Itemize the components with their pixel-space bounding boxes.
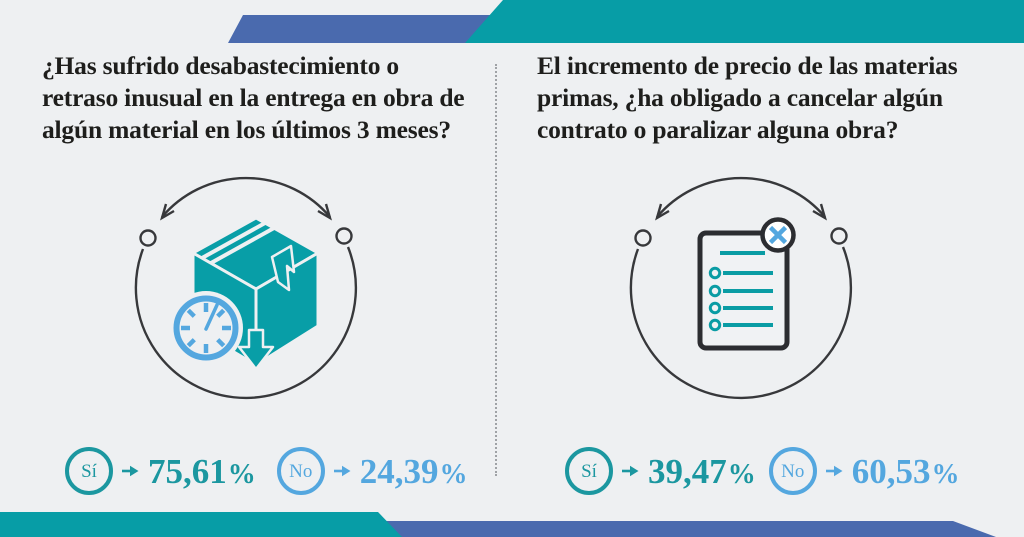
arrow-right-icon	[122, 465, 139, 477]
result-no: No 60,53%	[768, 447, 960, 495]
answer-label: Sí	[81, 460, 97, 482]
answer-label: Sí	[581, 460, 597, 482]
question-line: ¿Has sufrido desabastecimiento o	[42, 51, 399, 80]
package-delay-icon	[134, 176, 358, 400]
clock-hand	[204, 303, 219, 331]
top-bar-blue	[228, 15, 500, 43]
question-right: El incremento de precio de las materias …	[537, 50, 958, 146]
arrow-right-icon	[622, 465, 639, 477]
top-bar-teal	[465, 0, 1024, 43]
result-percentage: 24,39%	[360, 454, 468, 489]
result-no: No 24,39%	[276, 447, 468, 495]
answer-badge-yes: Sí	[565, 447, 613, 495]
percentage-value: 24,39	[359, 451, 439, 491]
answer-badge-no: No	[768, 447, 817, 495]
percentage-value: 60,53	[851, 451, 931, 491]
results-left: Sí 75,61% No 24,39%	[65, 447, 468, 495]
result-yes: Sí 75,61%	[65, 447, 256, 495]
result-percentage: 39,47%	[648, 454, 756, 489]
question-line: primas, ¿ha obligado a cancelar algún	[537, 83, 943, 112]
checklist-document-icon	[697, 230, 790, 351]
result-yes: Sí 39,47%	[565, 447, 756, 495]
cycle-arrows-icon	[629, 176, 853, 400]
clock-icon	[169, 291, 243, 365]
question-line: contrato o paralizar alguna obra?	[537, 115, 899, 144]
percentage-unit: %	[727, 458, 756, 490]
answer-label: No	[289, 460, 313, 482]
bottom-bar-blue	[368, 521, 996, 537]
bottom-accent-bars	[0, 512, 996, 537]
result-percentage: 60,53%	[852, 454, 960, 489]
bottom-bar-teal	[0, 512, 402, 537]
percentage-unit: %	[227, 458, 256, 490]
x-badge-icon	[760, 217, 796, 253]
question-left: ¿Has sufrido desabastecimiento o retraso…	[42, 50, 465, 146]
result-percentage: 75,61%	[148, 454, 256, 489]
percentage-unit: %	[439, 458, 468, 490]
percentage-value: 75,61	[148, 451, 227, 491]
down-arrow	[237, 328, 275, 371]
percentage-unit: %	[931, 458, 960, 490]
tape-fold	[270, 244, 296, 292]
cycle-arrows-icon	[134, 176, 358, 400]
answer-badge-no: No	[276, 447, 325, 495]
question-line: retraso inusual en la entrega en obra de	[42, 83, 465, 112]
results-right: Sí 39,47% No 60,53%	[565, 447, 960, 495]
arrow-right-icon	[333, 465, 351, 477]
question-line: algún material en los últimos 3 meses?	[42, 115, 451, 144]
cancelled-contract-icon	[629, 176, 853, 400]
top-accent-bars	[228, 0, 1024, 43]
percentage-value: 39,47	[648, 451, 727, 491]
question-line: El incremento de precio de las materias	[537, 51, 958, 80]
divider-dotted-line	[495, 64, 497, 476]
answer-label: No	[781, 460, 805, 482]
arrow-right-icon	[825, 465, 843, 477]
answer-badge-yes: Sí	[65, 447, 113, 495]
